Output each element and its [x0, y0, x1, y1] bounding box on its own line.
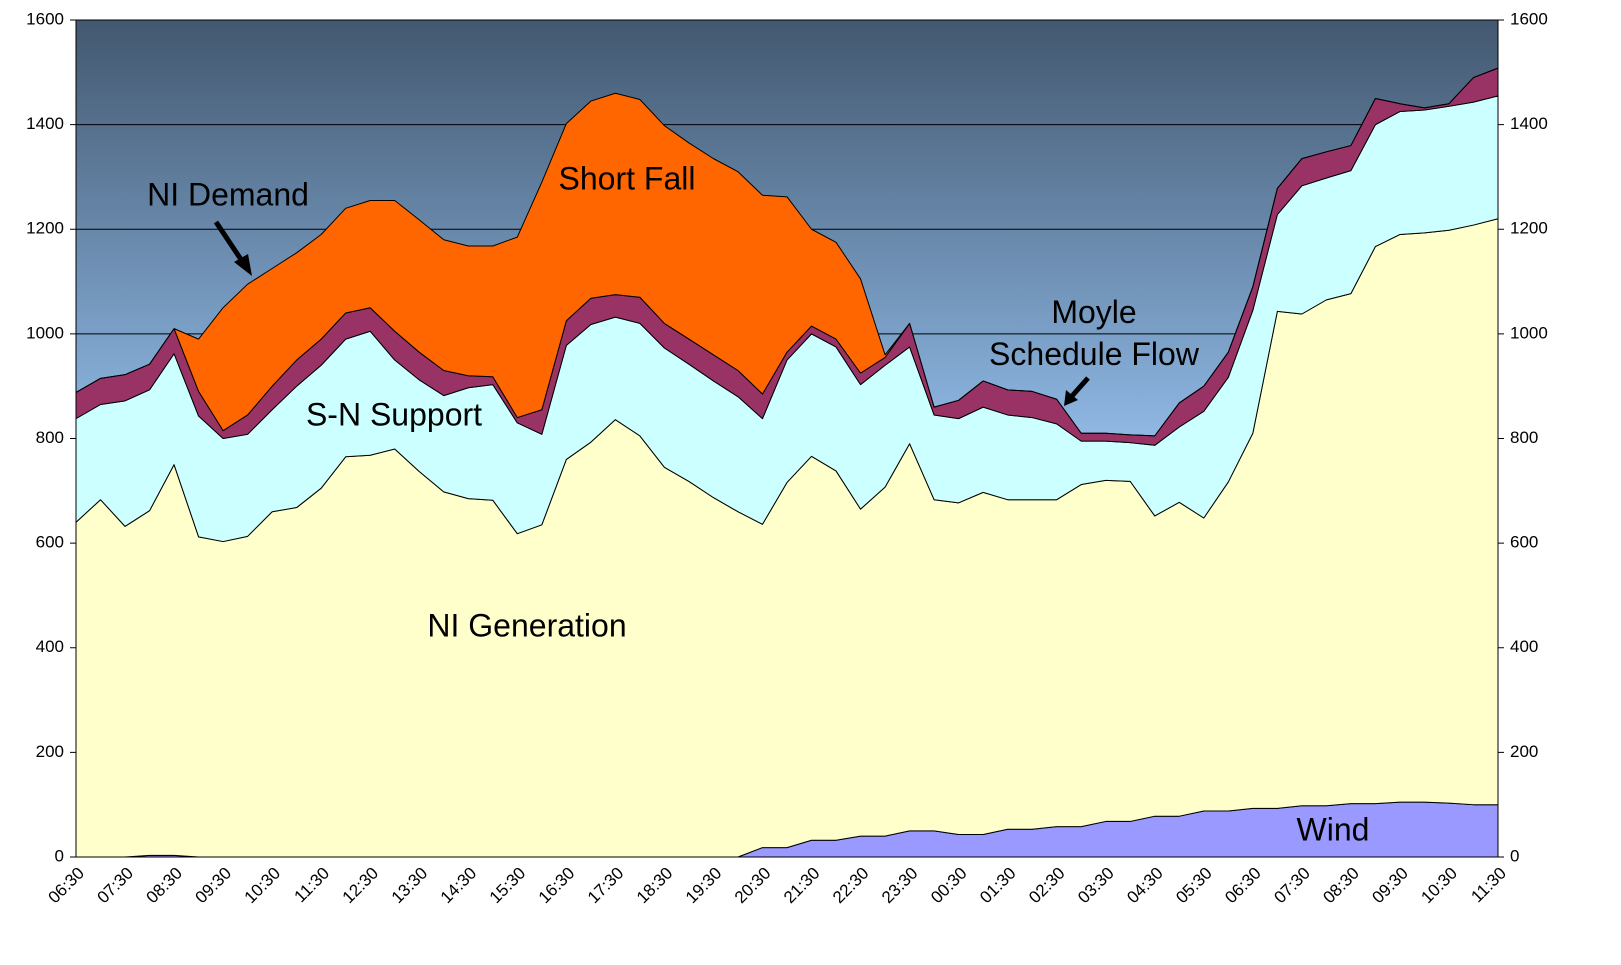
x-tick-label: 16:30 [535, 864, 579, 908]
x-tick-label: 01:30 [976, 864, 1020, 908]
y2-tick-label: 400 [1510, 637, 1538, 656]
series-label: Short Fall [559, 160, 696, 196]
arrow-head [1064, 390, 1078, 406]
series-label: S-N Support [306, 396, 482, 432]
y-tick-label: 1400 [26, 114, 64, 133]
x-tick-label: 19:30 [682, 864, 726, 908]
x-tick-label: 05:30 [1172, 864, 1216, 908]
x-tick-label: 02:30 [1025, 864, 1069, 908]
y-tick-label: 800 [36, 428, 64, 447]
series-label: NI Generation [427, 607, 626, 643]
x-tick-label: 07:30 [94, 864, 138, 908]
x-tick-label: 00:30 [927, 864, 971, 908]
x-tick-label: 22:30 [829, 864, 873, 908]
x-tick-label: 20:30 [731, 864, 775, 908]
x-tick-label: 09:30 [1368, 864, 1412, 908]
x-tick-label: 08:30 [1319, 864, 1363, 908]
y-tick-label: 600 [36, 533, 64, 552]
x-tick-label: 18:30 [633, 864, 677, 908]
y2-tick-label: 200 [1510, 742, 1538, 761]
x-tick-label: 11:30 [1467, 864, 1510, 907]
x-tick-label: 06:30 [44, 864, 88, 908]
y-tick-label: 400 [36, 637, 64, 656]
y2-tick-label: 600 [1510, 533, 1538, 552]
x-tick-label: 11:30 [291, 864, 334, 907]
x-tick-label: 15:30 [486, 864, 530, 908]
x-tick-label: 14:30 [437, 864, 481, 908]
x-tick-label: 04:30 [1123, 864, 1167, 908]
x-tick-label: 13:30 [388, 864, 432, 908]
arrow [1070, 376, 1090, 398]
x-tick-label: 12:30 [339, 864, 383, 908]
series-label: Moyle Schedule Flow [989, 294, 1200, 372]
arrow-head [234, 254, 252, 276]
y-tick-label: 0 [55, 846, 64, 865]
y-tick-label: 1200 [26, 219, 64, 238]
x-tick-label: 10:30 [241, 864, 285, 908]
arrow [213, 220, 247, 266]
y2-tick-label: 800 [1510, 428, 1538, 447]
y2-tick-label: 1000 [1510, 323, 1548, 342]
x-tick-label: 06:30 [1221, 864, 1265, 908]
x-tick-label: 17:30 [584, 864, 628, 908]
y-tick-label: 1000 [26, 323, 64, 342]
x-tick-label: 09:30 [192, 864, 236, 908]
y2-tick-label: 0 [1510, 846, 1519, 865]
x-tick-label: 07:30 [1270, 864, 1314, 908]
annotation: NI Demand [147, 176, 309, 212]
y2-tick-label: 1600 [1510, 9, 1548, 28]
y-tick-label: 200 [36, 742, 64, 761]
labels: Wind NI Generation S-N Support Moyle Schedul… [306, 160, 1369, 847]
series-label: Wind [1297, 811, 1370, 847]
x-tick-label: 10:30 [1417, 864, 1461, 908]
y-tick-label: 1600 [26, 9, 64, 28]
x-tick-label: 23:30 [878, 864, 922, 908]
x-tick-label: 08:30 [143, 864, 187, 908]
y2-tick-label: 1200 [1510, 219, 1548, 238]
x-tick-label: 03:30 [1074, 864, 1118, 908]
x-tick-label: 21:30 [780, 864, 824, 908]
y2-tick-label: 1400 [1510, 114, 1548, 133]
